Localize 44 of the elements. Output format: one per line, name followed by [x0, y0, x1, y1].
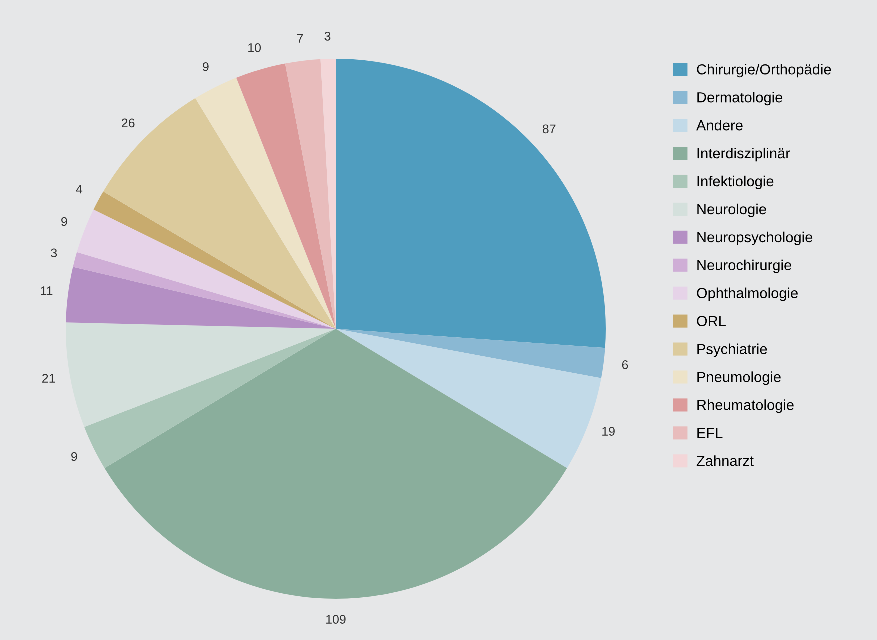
- data-label: 6: [622, 360, 628, 370]
- legend-label: Rheumatologie: [698, 400, 794, 414]
- data-label: 9: [62, 217, 68, 226]
- data-label: 109: [326, 615, 346, 624]
- pie-slice: [94, 192, 336, 329]
- data-label: 10: [248, 44, 262, 52]
- data-label: 87: [542, 124, 556, 134]
- data-label: 7: [297, 34, 304, 43]
- legend-label: Neurologie: [698, 204, 766, 218]
- legend-label: Interdisziplinär: [698, 148, 790, 162]
- pie-slice: [236, 64, 336, 329]
- pie-slice: [84, 329, 336, 468]
- data-label: 9: [72, 452, 78, 462]
- pie-slice: [66, 267, 336, 329]
- data-label: 21: [42, 374, 56, 383]
- data-label: 3: [324, 32, 331, 41]
- pie-slice: [196, 78, 336, 329]
- legend-label: Zahnarzt: [696, 456, 754, 466]
- pie-slice: [77, 210, 336, 329]
- legend-label: Neuropsychologie: [698, 232, 813, 246]
- pie-slice: [73, 252, 336, 329]
- legend-label: Ophthalmologie: [697, 288, 798, 302]
- pie-slice: [66, 322, 336, 428]
- pie-slice: [104, 329, 568, 599]
- legend-label: Infektiologie: [698, 176, 774, 190]
- pie-slice: [336, 329, 606, 378]
- data-label: 19: [602, 427, 615, 436]
- legend-label: Chirurgie/Orthopädie: [697, 64, 832, 78]
- legend-label: Psychiatrie: [698, 344, 768, 358]
- data-label: 4: [76, 185, 83, 194]
- data-label: 3: [51, 248, 58, 258]
- legend-label: Dermatologie: [698, 92, 783, 106]
- pie-slice: [285, 59, 336, 329]
- legend-label: ORL: [697, 316, 726, 326]
- legend-label: Andere: [696, 120, 743, 131]
- legend-label: Pneumologie: [698, 372, 781, 386]
- pie-slice: [336, 59, 606, 348]
- data-label: 11: [41, 286, 53, 296]
- data-label: 9: [203, 62, 209, 72]
- pie-slice: [336, 329, 602, 468]
- legend-label: EFL: [698, 428, 723, 438]
- data-label: 26: [122, 118, 135, 128]
- legend-label: Neurochirurgie: [698, 260, 792, 274]
- pie-slice: [103, 98, 336, 329]
